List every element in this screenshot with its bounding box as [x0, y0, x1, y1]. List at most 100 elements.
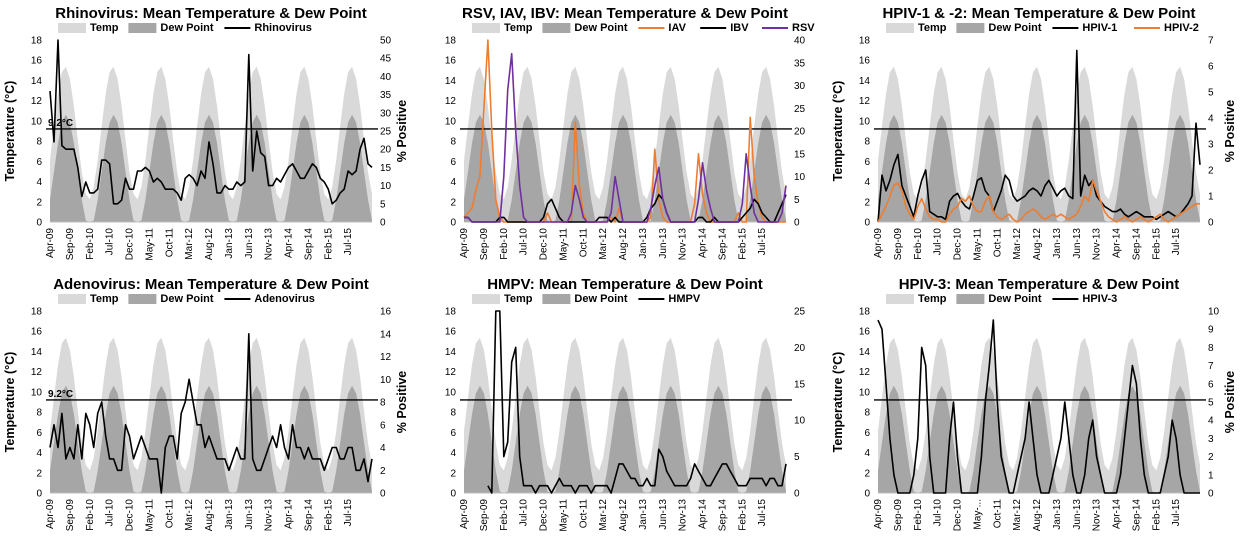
legend-swatch-temp: [58, 23, 86, 33]
x-tick-label: Feb-10: [499, 499, 510, 531]
y-tick-label: 10: [859, 116, 871, 127]
x-tick-label: Sep-09: [65, 228, 76, 261]
y-tick-label: 6: [36, 428, 42, 439]
legend-swatch-temp: [58, 294, 86, 304]
y-tick-label: 0: [450, 218, 456, 229]
chart-panel-hmpv: HMPV: Mean Temperature & Dew Point Temp De…: [414, 271, 828, 541]
x-tick-label: Oct-11: [164, 228, 175, 258]
x-tick-label: Nov-13: [1092, 228, 1103, 261]
y-tick-label: 10: [445, 116, 457, 127]
x-tick-label: Jul-15: [1171, 499, 1182, 527]
y2-tick-label: 15: [380, 163, 392, 174]
legend-label-temp: Temp: [918, 293, 947, 305]
x-tick-label: Apr-14: [1112, 228, 1123, 258]
legend-label-dew-point: Dew Point: [160, 22, 214, 34]
legend-swatch-dew-point: [542, 294, 571, 304]
y2-tick-label: 2: [380, 466, 386, 477]
series-line-hpiv-2: [877, 179, 1200, 223]
x-tick-label: May-11: [972, 228, 983, 261]
y-tick-label: 14: [445, 76, 457, 87]
x-tick-label: Jul-10: [519, 228, 530, 256]
series-line-hpiv-1: [877, 49, 1201, 223]
y2-tick-label: 15: [794, 379, 806, 390]
y-tick-label: 4: [36, 177, 42, 188]
y-tick-label: 12: [445, 367, 457, 378]
x-tick-label: Jul-10: [933, 499, 944, 527]
x-tick-label: Jan-13: [1052, 228, 1063, 259]
x-tick-label: Jun-13: [658, 228, 669, 259]
x-tick-label: Mar-12: [184, 499, 195, 531]
y2-tick-label: 0: [380, 489, 386, 500]
x-tick-label: Jun-13: [1072, 228, 1083, 259]
dew-point-area: [464, 114, 786, 222]
legend-label-dew-point: Dew Point: [988, 293, 1042, 305]
x-tick-label: Sep-14: [303, 499, 314, 532]
y2-tick-label: 5: [1208, 398, 1214, 409]
x-tick-label: Jun-13: [658, 499, 669, 530]
legend: Temp Dew Point HPIV-3: [886, 293, 1117, 305]
y-tick-label: 10: [445, 387, 457, 398]
y-axis-label: Temperature (°C): [3, 81, 17, 182]
chart-svg: HPIV-1 & -2: Mean Temperature & Dew Poin…: [831, 5, 1237, 261]
legend-swatch-dew-point: [956, 23, 985, 33]
y2-tick-label: 4: [380, 443, 386, 454]
x-tick-label: May-11: [558, 499, 569, 532]
x-tick-label: Jun-13: [244, 228, 255, 259]
y2-tick-label: 4: [1208, 114, 1214, 125]
series-line-hmpv: [487, 310, 787, 494]
legend-swatch-temp: [472, 23, 500, 33]
y-tick-label: 8: [36, 408, 42, 419]
x-tick-label: Aug-12: [618, 499, 629, 532]
y-tick-label: 14: [859, 347, 871, 358]
legend-label-dew-point: Dew Point: [574, 22, 628, 34]
dew-point-area: [878, 385, 1200, 493]
chart-title: RSV, IAV, IBV: Mean Temperature & Dew Po…: [462, 5, 788, 22]
x-tick-label: Oct-11: [578, 499, 589, 529]
y2-tick-label: 7: [1208, 36, 1214, 47]
y-tick-label: 18: [859, 307, 871, 318]
x-tick-label: Sep-09: [65, 499, 76, 532]
y2-tick-label: 14: [380, 329, 392, 340]
y-axis-label: Temperature (°C): [831, 81, 845, 182]
legend: Temp Dew Point IAV IBV RSV: [472, 22, 815, 34]
chart-panel-rhinovirus: Rhinovirus: Mean Temperature & Dew Point…: [0, 0, 414, 270]
y-tick-label: 8: [864, 137, 870, 148]
y2-tick-label: 4: [1208, 416, 1214, 427]
y-tick-label: 14: [445, 347, 457, 358]
y-tick-label: 2: [450, 197, 456, 208]
x-tick-label: Feb-10: [85, 228, 96, 260]
y2-tick-label: 35: [794, 58, 806, 69]
x-tick-label: Dec-10: [539, 499, 550, 532]
x-tick-label: Jan-13: [224, 499, 235, 530]
x-tick-label: Apr-14: [1112, 499, 1123, 529]
legend-swatch-dew-point: [128, 23, 157, 33]
y-tick-label: 2: [864, 468, 870, 479]
y2-tick-label: 2: [1208, 452, 1214, 463]
legend-swatch-dew-point: [956, 294, 985, 304]
legend-label-hpiv-3: HPIV-3: [1082, 293, 1117, 305]
y-tick-label: 2: [36, 468, 42, 479]
chart-title: HMPV: Mean Temperature & Dew Point: [487, 276, 763, 293]
y2-tick-label: 10: [1208, 307, 1220, 318]
series-line-rhinovirus: [49, 39, 373, 205]
x-tick-label: Oct-11: [992, 228, 1003, 258]
legend-label-hpiv-2: HPIV-2: [1164, 22, 1199, 34]
y2-tick-label: 25: [380, 127, 392, 138]
x-tick-label: Jul-15: [343, 228, 354, 256]
y-tick-label: 0: [864, 218, 870, 229]
y2-tick-label: 5: [380, 199, 386, 210]
x-tick-label: Nov-13: [264, 499, 275, 532]
dew-point-area: [878, 114, 1200, 222]
x-tick-label: Apr-09: [873, 228, 884, 258]
y2-tick-label: 16: [380, 307, 392, 318]
y2-tick-label: 0: [1208, 489, 1214, 500]
y2-tick-label: 5: [794, 452, 800, 463]
y2-axis-label: % Positive: [1223, 100, 1237, 163]
y2-tick-label: 40: [794, 36, 806, 47]
legend-label-hmpv: HMPV: [668, 293, 700, 305]
y-tick-label: 6: [36, 157, 42, 168]
x-tick-label: Jan-13: [638, 499, 649, 530]
x-tick-label: Dec-10: [539, 228, 550, 261]
legend: Temp Dew Point HPIV-1 HPIV-2: [886, 22, 1199, 34]
